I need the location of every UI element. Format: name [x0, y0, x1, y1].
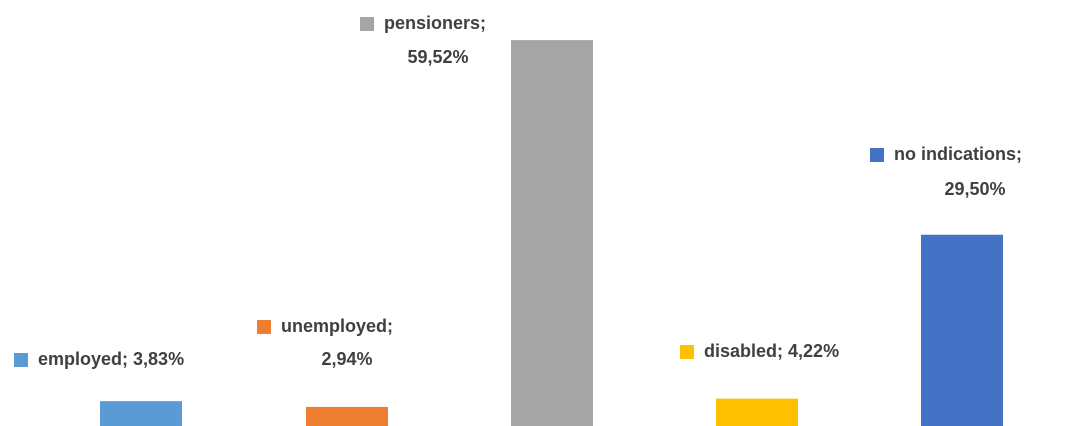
legend-key — [870, 148, 884, 162]
legend-key — [257, 320, 271, 334]
data-label: pensioners; — [384, 13, 491, 33]
value-label: 3,83% — [133, 349, 184, 369]
series-name: employed — [38, 349, 122, 369]
legend-key — [14, 353, 28, 367]
bar — [306, 406, 388, 426]
series-name: pensioners — [384, 13, 480, 33]
series-name: disabled — [704, 341, 777, 361]
legend-key — [680, 345, 694, 359]
data-label: no indications; — [894, 144, 1027, 164]
legend-key — [360, 17, 374, 31]
bar — [716, 398, 798, 426]
data-label: unemployed; — [281, 316, 398, 336]
bar — [921, 234, 1003, 426]
value-label: 59,52% — [407, 47, 468, 67]
bar — [511, 40, 593, 426]
data-label: employed; 3,83% — [38, 349, 184, 369]
value-label: 4,22% — [788, 341, 839, 361]
value-label: 29,50% — [944, 179, 1005, 199]
value-label: 2,94% — [321, 349, 372, 369]
series-name: unemployed — [281, 316, 387, 336]
separator: ; — [122, 349, 133, 369]
bar — [100, 401, 182, 426]
separator: ; — [1016, 144, 1027, 164]
separator: ; — [777, 341, 788, 361]
separator: ; — [480, 13, 491, 33]
data-label: disabled; 4,22% — [704, 341, 839, 361]
separator: ; — [387, 316, 398, 336]
series-name: no indications — [894, 144, 1016, 164]
